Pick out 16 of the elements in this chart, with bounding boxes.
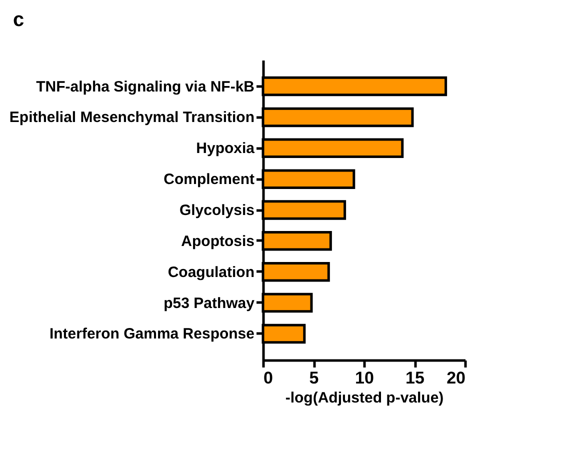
x-tick-label: 20 <box>446 368 466 388</box>
y-tick-label: Glycolysis <box>179 202 254 219</box>
x-axis-title: -log(Adjusted p-value) <box>285 390 444 406</box>
x-tick-label: 10 <box>355 368 374 388</box>
y-tick-label: Complement <box>164 171 255 188</box>
y-tick-label: Interferon Gamma Response <box>49 326 254 343</box>
y-tick-label: p53 Pathway <box>164 294 256 312</box>
x-tick-label: 5 <box>309 368 319 388</box>
x-tick-label: 15 <box>406 368 424 388</box>
x-tick-label: 0 <box>264 368 273 388</box>
y-tick-label: TNF-alpha Signaling via NF-kB <box>36 78 255 96</box>
y-tick-label: Coagulation <box>168 264 254 281</box>
y-tick-label: Epithelial Mesenchymal Transition <box>9 109 254 126</box>
y-tick-label: Apoptosis <box>181 232 254 250</box>
text: c <box>13 9 24 31</box>
y-tick-label: Hypoxia <box>196 140 256 158</box>
